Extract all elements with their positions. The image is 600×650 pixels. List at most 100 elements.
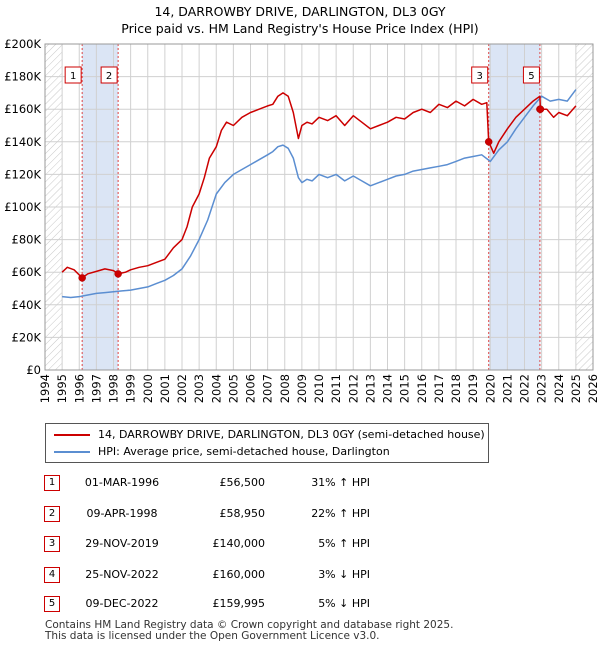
table-row: 1 01-MAR-1996 £56,500 31% ↑ HPI: [0, 473, 600, 493]
row-number-badge: 2: [44, 506, 60, 522]
axes: £0 £20K £40K £60K £80K £100K £120K £140K £160K £1…: [4, 37, 600, 403]
chart-label-text: 1: [70, 71, 76, 82]
y-tick-label: £180K: [4, 70, 41, 84]
x-tick-label: 2019: [466, 374, 480, 403]
x-tick-label: 2017: [432, 374, 446, 403]
chart-label-border: [100, 66, 118, 84]
price-chart: 1 2 3 5 £0 £20K £40K £60K £80K £100K £120K £140K £1…: [4, 37, 600, 403]
chart-label-text: 5: [528, 71, 534, 82]
row-price: £58,950: [219, 507, 266, 520]
table-row: 3 29-NOV-2019 £140,000 5% ↑ HPI: [0, 534, 600, 554]
y-tick-label: £60K: [12, 265, 42, 279]
y-tick-label: £100K: [4, 200, 41, 214]
x-tick-label: 2018: [449, 374, 463, 403]
row-number-badge: 1: [44, 475, 60, 491]
row-price: £56,500: [219, 476, 266, 489]
title-line-1: 14, DARROWBY DRIVE, DARLINGTON, DL3 0GY: [154, 4, 446, 19]
transaction-markers: [78, 105, 545, 282]
x-tick-label: 2020: [483, 374, 497, 403]
chart-label-border: [471, 66, 489, 84]
chart-title: 14, DARROWBY DRIVE, DARLINGTON, DL3 0GY …: [0, 3, 600, 37]
x-tick-label: 2004: [209, 374, 223, 403]
x-tick-label: 2016: [415, 374, 429, 403]
plot-border: [44, 43, 594, 371]
footer: Contains HM Land Registry data © Crown c…: [45, 620, 453, 642]
chart-label-box: 1: [64, 66, 82, 84]
table-row: 5 09-DEC-2022 £159,995 5% ↓ HPI: [0, 594, 600, 614]
row-date: 01-MAR-1996: [84, 476, 160, 489]
chart-label-box: 5: [522, 66, 540, 84]
x-tick-label: 2024: [552, 374, 566, 403]
table-row: 4 25-NOV-2022 £160,000 3% ↓ HPI: [0, 565, 600, 585]
x-tick-label: 1995: [55, 374, 69, 403]
x-tick-label: 2002: [175, 374, 189, 403]
x-tick-label: 2015: [398, 374, 412, 403]
row-date: 09-DEC-2022: [85, 597, 159, 610]
legend-label-property: 14, DARROWBY DRIVE, DARLINGTON, DL3 0GY …: [98, 428, 485, 441]
y-tick-label: £0: [26, 363, 41, 377]
x-tick-label: 2014: [381, 374, 395, 403]
x-tick-label: 2000: [141, 374, 155, 403]
row-hpi: 31% ↑ HPI: [311, 476, 370, 489]
x-tick-label: 2012: [346, 374, 360, 403]
legend-swatch-property: [54, 434, 90, 436]
grid: [44, 43, 594, 371]
x-tick-label: 1999: [124, 374, 138, 403]
row-number-badge: 5: [44, 596, 60, 612]
marker-point: [78, 274, 86, 282]
row-hpi: 5% ↓ HPI: [318, 597, 370, 610]
x-tick-label: 2011: [329, 374, 343, 403]
y-tick-label: £80K: [12, 233, 42, 247]
marker-point: [114, 270, 122, 278]
x-tick-label: 2021: [500, 374, 514, 403]
x-tick-label: 2010: [312, 374, 326, 403]
x-tick-label: 2007: [261, 374, 275, 403]
row-price: £160,000: [212, 568, 266, 581]
x-tick-label: 2025: [569, 374, 583, 403]
x-tick-label: 2009: [295, 374, 309, 403]
legend-label-hpi: HPI: Average price, semi-detached house,…: [98, 445, 390, 458]
row-price: £159,995: [212, 597, 266, 610]
y-tick-label: £160K: [4, 102, 41, 116]
x-tick-label: 2005: [226, 374, 240, 403]
y-tick-label: £140K: [4, 135, 41, 149]
row-number-badge: 4: [44, 567, 60, 583]
series-line-property: [61, 92, 577, 279]
x-tick-label: 1996: [72, 374, 86, 403]
x-tick-label: 2023: [535, 374, 549, 403]
chart-label-box: 2: [100, 66, 118, 84]
y-tick-label: £120K: [4, 167, 41, 181]
x-tick-label: 2013: [363, 374, 377, 403]
row-date: 29-NOV-2019: [85, 537, 159, 550]
row-hpi: 3% ↓ HPI: [318, 568, 370, 581]
table-row: 2 09-APR-1998 £58,950 22% ↑ HPI: [0, 504, 600, 524]
footer-line-2: This data is licensed under the Open Gov…: [45, 630, 380, 642]
chart-label-border: [522, 66, 540, 84]
legend-swatch-hpi: [54, 451, 90, 453]
x-tick-label: 1994: [38, 374, 52, 403]
marker-point: [484, 138, 493, 146]
title-line-2: Price paid vs. HM Land Registry's House …: [121, 21, 479, 36]
legend: 14, DARROWBY DRIVE, DARLINGTON, DL3 0GY …: [45, 423, 489, 463]
y-tick-label: £20K: [12, 330, 42, 344]
x-tick-label: 2006: [244, 374, 258, 403]
x-tick-label: 2022: [518, 374, 532, 403]
chart-number-labels: 1 2 3 5: [64, 66, 540, 84]
footer-line-1: Contains HM Land Registry data © Crown c…: [45, 619, 454, 631]
chart-label-box: 3: [471, 66, 489, 84]
y-tick-label: £200K: [4, 37, 41, 51]
series-line-hpi: [62, 89, 577, 299]
row-price: £140,000: [212, 537, 266, 550]
x-tick-label: 2008: [278, 374, 292, 403]
chart-label-text: 3: [477, 71, 483, 82]
x-tick-label: 2026: [586, 374, 600, 403]
row-date: 25-NOV-2022: [85, 568, 159, 581]
x-tick-label: 2003: [192, 374, 206, 403]
row-number-badge: 3: [44, 536, 60, 552]
x-tick-label: 2001: [158, 374, 172, 403]
series-lines: [61, 89, 577, 299]
x-tick-label: 1998: [107, 374, 121, 403]
row-date: 09-APR-1998: [86, 507, 158, 520]
chart-label-text: 2: [106, 71, 112, 82]
y-tick-label: £40K: [12, 298, 42, 312]
